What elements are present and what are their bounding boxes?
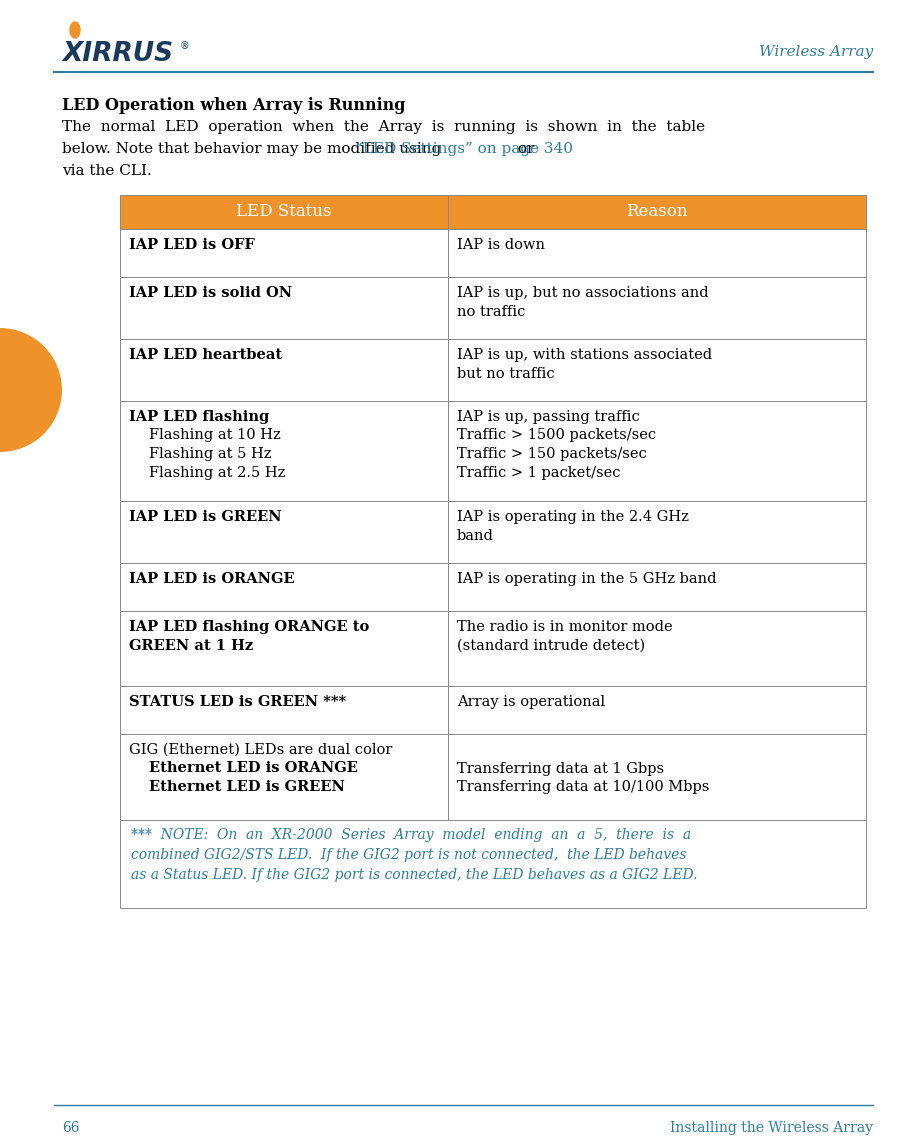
Text: but no traffic: but no traffic [457, 366, 555, 381]
Bar [448, 501, 866, 563]
Text: IAP LED flashing: IAP LED flashing [129, 410, 269, 424]
Text: Ethernet LED is GREEN: Ethernet LED is GREEN [149, 780, 345, 794]
Text: Flashing at 2.5 Hz: Flashing at 2.5 Hz [149, 465, 286, 480]
Bar [120, 401, 448, 501]
Text: Ethernet LED is ORANGE: Ethernet LED is ORANGE [149, 762, 358, 775]
Text: IAP LED heartbeat: IAP LED heartbeat [129, 348, 282, 362]
Text: no traffic: no traffic [457, 305, 525, 318]
Text: LED Status: LED Status [236, 204, 332, 221]
Text: combined GIG2/STS LED.  If the GIG2 port is not connected,  the LED behaves: combined GIG2/STS LED. If the GIG2 port … [131, 848, 687, 862]
Text: below. Note that behavior may be modified using: below. Note that behavior may be modifie… [62, 142, 446, 156]
Bar [448, 339, 866, 401]
Bar [120, 563, 448, 611]
Text: or: or [514, 142, 535, 156]
Bar [448, 686, 866, 735]
Text: Traffic > 150 packets/sec: Traffic > 150 packets/sec [457, 447, 647, 460]
Text: IAP LED flashing ORANGE to: IAP LED flashing ORANGE to [129, 620, 369, 634]
Text: IAP is up, but no associations and: IAP is up, but no associations and [457, 287, 708, 300]
Text: Reason: Reason [626, 204, 687, 221]
Bar [448, 401, 866, 501]
Text: IAP LED is GREEN: IAP LED is GREEN [129, 511, 282, 524]
Text: “LED Settings” on page 340: “LED Settings” on page 340 [355, 142, 573, 156]
Text: as a Status LED. If the GIG2 port is connected, the LED behaves as a GIG2 LED.: as a Status LED. If the GIG2 port is con… [131, 868, 697, 882]
Text: IAP is operating in the 2.4 GHz: IAP is operating in the 2.4 GHz [457, 511, 689, 524]
Bar [448, 196, 866, 229]
Text: GREEN at 1 Hz: GREEN at 1 Hz [129, 639, 253, 653]
Bar [448, 563, 866, 611]
Bar [120, 339, 448, 401]
Text: IAP is up, passing traffic: IAP is up, passing traffic [457, 410, 640, 424]
Text: band: band [457, 529, 494, 542]
Text: Flashing at 5 Hz: Flashing at 5 Hz [149, 447, 271, 460]
Text: The  normal  LED  operation  when  the  Array  is  running  is  shown  in  the  : The normal LED operation when the Array … [62, 121, 705, 134]
Ellipse shape [70, 22, 80, 38]
Text: Flashing at 10 Hz: Flashing at 10 Hz [149, 429, 281, 442]
Text: IAP is operating in the 5 GHz band: IAP is operating in the 5 GHz band [457, 572, 716, 586]
Text: XIRRUS: XIRRUS [62, 41, 173, 67]
Bar [120, 196, 448, 229]
Bar [448, 277, 866, 339]
Bar [448, 229, 866, 277]
Text: IAP is up, with stations associated: IAP is up, with stations associated [457, 348, 712, 362]
Text: IAP is down: IAP is down [457, 238, 545, 252]
Bar [120, 277, 448, 339]
Bar [120, 501, 448, 563]
Text: IAP LED is solid ON: IAP LED is solid ON [129, 287, 292, 300]
Wedge shape [0, 327, 62, 453]
Bar [448, 735, 866, 820]
Text: LED Operation when Array is Running: LED Operation when Array is Running [62, 97, 405, 114]
Text: 66: 66 [62, 1121, 79, 1135]
Bar [120, 735, 448, 820]
Text: Traffic > 1500 packets/sec: Traffic > 1500 packets/sec [457, 429, 656, 442]
Text: Array is operational: Array is operational [457, 695, 605, 709]
Text: (standard intrude detect): (standard intrude detect) [457, 639, 645, 653]
Bar [448, 611, 866, 686]
Bar [120, 820, 866, 908]
Text: Transferring data at 1 Gbps: Transferring data at 1 Gbps [457, 762, 664, 775]
Text: Wireless Array: Wireless Array [759, 45, 873, 59]
Text: IAP LED is OFF: IAP LED is OFF [129, 238, 255, 252]
Text: GIG (Ethernet) LEDs are dual color: GIG (Ethernet) LEDs are dual color [129, 742, 392, 757]
Bar [120, 611, 448, 686]
Text: The radio is in monitor mode: The radio is in monitor mode [457, 620, 673, 634]
Bar [120, 229, 448, 277]
Text: Traffic > 1 packet/sec: Traffic > 1 packet/sec [457, 465, 621, 480]
Text: via the CLI.: via the CLI. [62, 164, 151, 179]
Text: Installing the Wireless Array: Installing the Wireless Array [670, 1121, 873, 1135]
Text: ®: ® [180, 41, 190, 51]
Text: ***  NOTE:  On  an  XR-2000  Series  Array  model  ending  an  a  5,  there  is : *** NOTE: On an XR-2000 Series Array mod… [131, 828, 691, 843]
Text: Transferring data at 10/100 Mbps: Transferring data at 10/100 Mbps [457, 780, 709, 794]
Text: IAP LED is ORANGE: IAP LED is ORANGE [129, 572, 295, 586]
Bar [120, 686, 448, 735]
Text: STATUS LED is GREEN ***: STATUS LED is GREEN *** [129, 695, 346, 709]
